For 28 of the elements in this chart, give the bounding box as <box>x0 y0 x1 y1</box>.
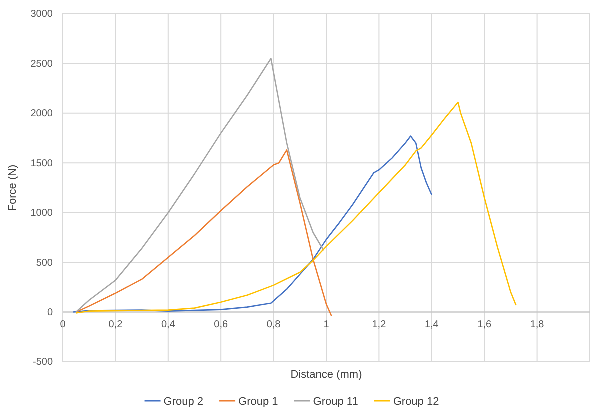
line-series <box>76 150 332 317</box>
x-tick-label: 0,4 <box>161 319 176 330</box>
y-tick-label: 0 <box>47 307 54 318</box>
x-tick-label: 0 <box>60 319 66 330</box>
legend-label: Group 11 <box>313 396 358 408</box>
y-tick-label: -500 <box>32 357 54 368</box>
x-tick-label: 1,6 <box>478 319 492 330</box>
y-tick-label: 1000 <box>30 208 54 220</box>
y-tick-label: 2000 <box>30 108 54 120</box>
x-tick-label: 0,6 <box>214 319 228 330</box>
x-tick-label: 1,2 <box>372 319 387 330</box>
legend-label: Group 12 <box>393 396 440 408</box>
x-tick-label: 0,2 <box>108 319 124 330</box>
y-tick-label: 2500 <box>30 58 54 70</box>
x-tick-label: 1,8 <box>530 319 545 330</box>
x-tick-label: 1,4 <box>424 319 440 330</box>
line-series <box>76 102 517 314</box>
legend-label: Group 1 <box>238 396 278 408</box>
line-series <box>76 58 325 313</box>
x-tick-label: 0,8 <box>266 319 282 330</box>
y-tick-label: 500 <box>36 258 54 269</box>
y-tick-label: 1500 <box>30 158 54 170</box>
y-axis-title: Force (N) <box>7 164 19 212</box>
legend-label: Group 2 <box>164 396 204 408</box>
x-tick-label: 1 <box>324 319 330 330</box>
line-series <box>72 136 433 313</box>
x-axis-title: Distance (mm) <box>290 369 362 381</box>
y-tick-label: 3000 <box>30 9 54 20</box>
